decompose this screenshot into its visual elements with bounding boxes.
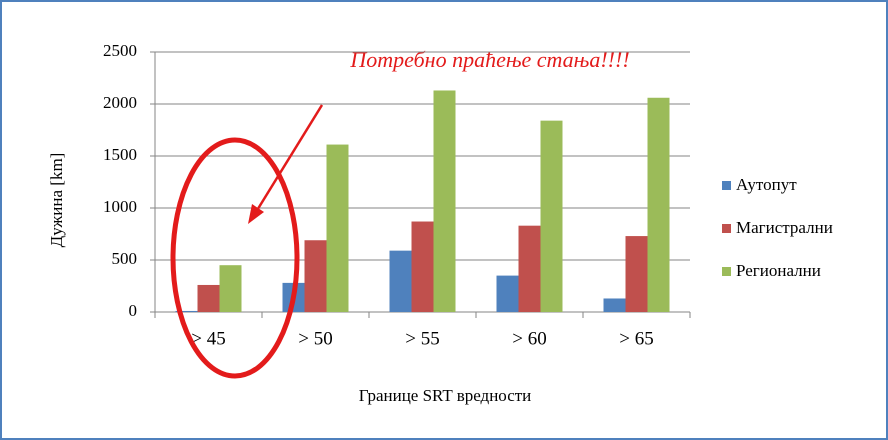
- y-tick-label: 2500: [103, 41, 137, 60]
- x-tick-label: > 65: [619, 328, 653, 349]
- bar: [540, 120, 563, 312]
- bar: [603, 298, 626, 312]
- arrow-head: [248, 204, 264, 224]
- x-axis-label: Границе SRT вредности: [359, 386, 532, 405]
- y-tick-label: 500: [112, 249, 138, 268]
- y-tick-label: 2000: [103, 93, 137, 112]
- x-tick-label: > 50: [298, 328, 332, 349]
- bar: [326, 144, 349, 312]
- bar: [625, 236, 648, 312]
- x-tick-label: > 55: [405, 328, 439, 349]
- bar: [518, 225, 541, 312]
- legend-label: Магистрални: [736, 218, 833, 237]
- x-tick-label: > 45: [191, 328, 225, 349]
- legend-label: Аутопут: [736, 175, 797, 194]
- x-tick-label: > 60: [512, 328, 546, 349]
- bar: [197, 284, 220, 312]
- bar: [433, 90, 456, 312]
- legend-swatch: [722, 267, 731, 276]
- legend-swatch: [722, 181, 731, 190]
- y-tick-label: 1000: [103, 197, 137, 216]
- bar: [496, 275, 519, 312]
- legend-label: Регионални: [736, 261, 821, 280]
- bar: [647, 97, 670, 312]
- plot: 0 500 1000 1500 2000 2500 > 45 > 50 > 55 > 60 > 65…: [103, 41, 833, 349]
- arrow-shaft: [254, 104, 324, 213]
- bar: [411, 221, 434, 312]
- highlight-ellipse: [170, 137, 300, 379]
- annotation: Потребно праћење стања!!!!: [349, 47, 629, 72]
- y-axis-label: Дужина [km]: [47, 153, 66, 248]
- y-tick-label: 0: [129, 301, 138, 320]
- bar: [304, 240, 327, 312]
- y-tick-label: 1500: [103, 145, 137, 164]
- legend-swatch: [722, 224, 731, 233]
- bar: [175, 310, 198, 312]
- bar: [389, 250, 412, 312]
- bar: [219, 265, 242, 312]
